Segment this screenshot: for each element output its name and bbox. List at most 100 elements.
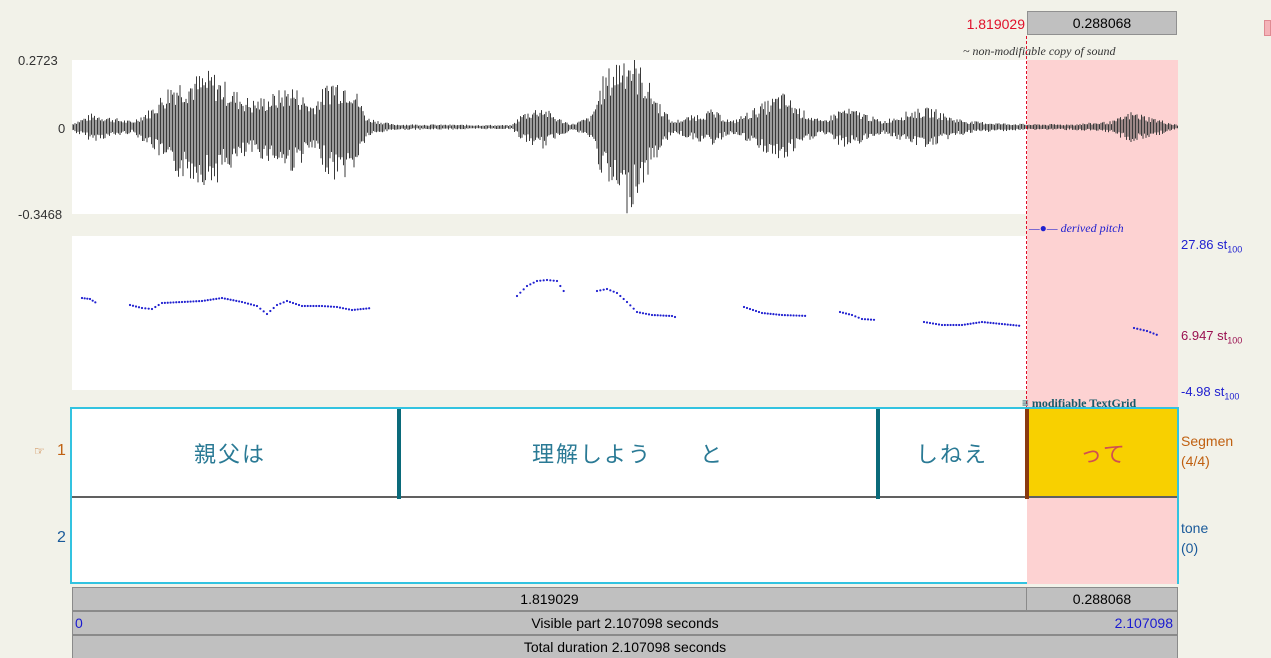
- pitch-point: [633, 308, 635, 310]
- waveform-trace: [72, 60, 1178, 213]
- pitch-point: [279, 303, 281, 305]
- pitch-point: [543, 279, 545, 281]
- interval-boundary[interactable]: [397, 409, 401, 499]
- pitch-point: [992, 322, 994, 324]
- pitch-point: [84, 297, 86, 299]
- interval-text-3[interactable]: しねえ: [916, 437, 988, 469]
- pitch-point: [1012, 324, 1014, 326]
- pitch-point: [81, 297, 83, 299]
- pitch-top-value: 27.86 st: [1181, 237, 1227, 252]
- visible-end: 2.107098: [1115, 612, 1173, 634]
- pitch-point: [969, 323, 971, 325]
- visible-part-bar[interactable]: 0 Visible part 2.107098 seconds 2.107098: [72, 611, 1178, 635]
- pitch-point: [266, 313, 268, 315]
- pitch-points: [81, 279, 1158, 336]
- pitch-point: [839, 311, 841, 313]
- interval-text-4[interactable]: って: [1080, 437, 1127, 469]
- pitch-point: [648, 313, 650, 315]
- wave-zero-label: 0: [58, 121, 65, 136]
- pitch-point: [309, 305, 311, 307]
- textgrid-area[interactable]: 親父は 理解しよう と しねえ って: [70, 407, 1179, 584]
- pitch-point: [536, 280, 538, 282]
- tier-1-name[interactable]: Segmen (4/4): [1181, 431, 1233, 471]
- pitch-point: [184, 301, 186, 303]
- pitch-point: [516, 295, 518, 297]
- waveform-panel[interactable]: [72, 60, 1178, 214]
- pitch-point: [958, 324, 960, 326]
- pitch-point: [801, 315, 803, 317]
- pitch-point: [949, 324, 951, 326]
- total-duration-bar[interactable]: Total duration 2.107098 seconds: [72, 635, 1178, 658]
- pitch-point: [1001, 323, 1003, 325]
- pitch-point: [926, 321, 928, 323]
- pitch-point: [533, 282, 535, 284]
- pitch-point: [151, 308, 153, 310]
- before-selection-bar[interactable]: 1.819029: [72, 587, 1027, 611]
- pitch-point: [339, 307, 341, 309]
- pitch-point: [941, 324, 943, 326]
- pitch-point: [298, 304, 300, 306]
- wave-ymin-label: -0.3468: [18, 207, 62, 222]
- tier-2-count: (0): [1181, 538, 1208, 558]
- pitch-point: [563, 290, 565, 292]
- pitch-point: [327, 305, 329, 307]
- pitch-point: [964, 323, 966, 325]
- pitch-point: [599, 289, 601, 291]
- pitch-point: [273, 307, 275, 309]
- pitch-point: [932, 322, 934, 324]
- pitch-point: [238, 300, 240, 302]
- tier-2-name[interactable]: tone (0): [1181, 518, 1208, 558]
- pitch-point: [195, 300, 197, 302]
- pitch-point: [674, 316, 676, 318]
- pitch-top-unit: 100: [1227, 245, 1242, 255]
- pitch-point: [553, 280, 555, 282]
- tier-1-number[interactable]: 1: [57, 442, 66, 460]
- pitch-point: [947, 324, 949, 326]
- pitch-point: [295, 303, 297, 305]
- pitch-point: [138, 306, 140, 308]
- pitch-point: [218, 297, 220, 299]
- pitch-point: [192, 300, 194, 302]
- pitch-legend: —●— derived pitch: [1029, 221, 1124, 236]
- pitch-panel[interactable]: [72, 236, 1178, 390]
- pitch-legend-marker: —●—: [1029, 221, 1058, 235]
- pitch-point: [336, 306, 338, 308]
- pitch-point: [606, 288, 608, 290]
- pitch-point: [854, 315, 856, 317]
- scroll-marker[interactable]: [1264, 20, 1271, 36]
- pitch-point: [181, 301, 183, 303]
- pitch-point: [1143, 329, 1145, 331]
- pitch-point: [135, 305, 137, 307]
- pitch-point: [289, 301, 291, 303]
- pitch-point: [207, 299, 209, 301]
- pitch-point: [870, 319, 872, 321]
- pitch-point: [864, 318, 866, 320]
- pitch-point: [215, 298, 217, 300]
- pitch-point: [354, 309, 356, 311]
- pitch-point: [253, 304, 255, 306]
- wave-ymax-label: 0.2723: [18, 53, 58, 68]
- pitch-point: [804, 315, 806, 317]
- pitch-point: [761, 312, 763, 314]
- selection-bar[interactable]: 0.288068: [1026, 587, 1178, 611]
- pitch-point: [556, 280, 558, 282]
- pitch-point: [549, 279, 551, 281]
- pitch-point: [357, 308, 359, 310]
- pitch-point: [616, 292, 618, 294]
- pitch-point: [94, 301, 96, 303]
- interval-boundary-selected[interactable]: [1025, 409, 1029, 499]
- interval-text-1[interactable]: 親父は: [194, 437, 266, 469]
- pitch-point: [752, 309, 754, 311]
- pitch-point: [229, 299, 231, 301]
- interval-boundary[interactable]: [876, 409, 880, 499]
- selection-duration-box[interactable]: 0.288068: [1027, 11, 1177, 35]
- pitch-point: [944, 324, 946, 326]
- pitch-point: [175, 301, 177, 303]
- interval-text-2[interactable]: 理解しよう と: [532, 437, 724, 469]
- pitch-point: [559, 285, 561, 287]
- pitch-point: [312, 305, 314, 307]
- pitch-point: [526, 285, 528, 287]
- pitch-point: [636, 311, 638, 313]
- pitch-point: [158, 304, 160, 306]
- tier-2-number[interactable]: 2: [57, 529, 66, 547]
